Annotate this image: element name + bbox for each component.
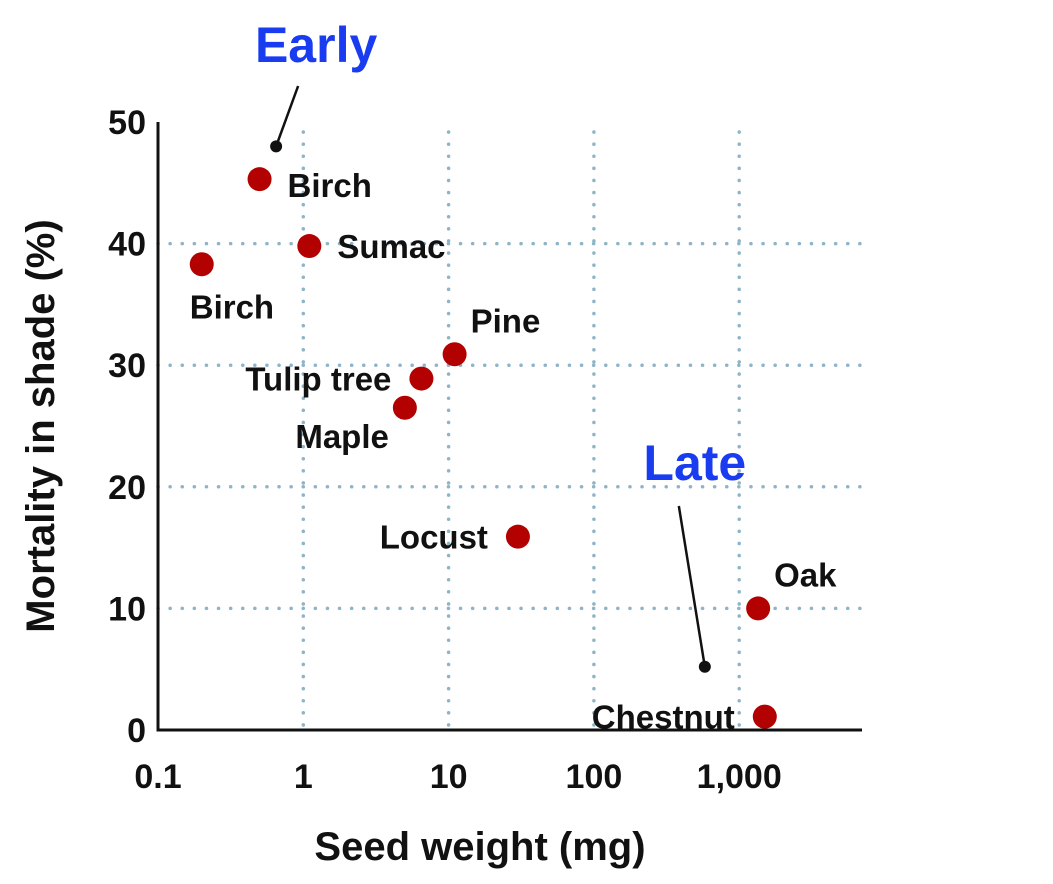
x-tick-label: 1,000 bbox=[697, 758, 782, 796]
point-label: Birch bbox=[190, 288, 274, 325]
data-point bbox=[442, 342, 467, 367]
point-label: Pine bbox=[471, 302, 541, 339]
x-tick-label: 1 bbox=[294, 758, 313, 796]
point-label: Maple bbox=[295, 418, 389, 455]
data-point bbox=[409, 366, 434, 391]
data-point bbox=[247, 167, 272, 192]
y-tick-label: 50 bbox=[108, 104, 146, 142]
y-tick-labels: 0 10 20 30 40 50 bbox=[108, 104, 146, 750]
data-point bbox=[392, 395, 417, 420]
x-tick-labels: 0.1 1 10 100 1,000 bbox=[134, 758, 781, 796]
y-tick-label: 40 bbox=[108, 226, 146, 264]
y-tick-label: 20 bbox=[108, 469, 146, 507]
gridlines bbox=[156, 130, 864, 732]
x-tick-label: 100 bbox=[566, 758, 623, 796]
annotation-label: Early bbox=[255, 17, 378, 73]
annotation-dot bbox=[270, 140, 283, 153]
y-tick-label: 10 bbox=[108, 590, 146, 628]
data-point bbox=[752, 704, 777, 729]
point-label: Birch bbox=[288, 167, 372, 204]
data-point bbox=[189, 252, 214, 277]
x-axis-title: Seed weight (mg) bbox=[314, 825, 645, 869]
data-point bbox=[297, 234, 322, 259]
point-label: Oak bbox=[774, 556, 837, 593]
x-tick-label: 0.1 bbox=[134, 758, 181, 796]
annotation-label: Late bbox=[643, 435, 746, 491]
y-tick-label: 30 bbox=[108, 347, 146, 385]
point-label: Tulip tree bbox=[245, 361, 391, 398]
y-axis-title: Mortality in shade (%) bbox=[19, 219, 63, 632]
data-points: Birch Birch Sumac Pine Tulip tree Maple Locust… bbox=[189, 167, 837, 736]
data-point bbox=[505, 524, 530, 549]
annotation-pointer bbox=[274, 85, 300, 147]
annotations: Early Late bbox=[255, 17, 746, 673]
point-label: Chestnut bbox=[592, 699, 735, 736]
annotation-dot bbox=[698, 660, 711, 673]
annotation-pointer bbox=[677, 505, 707, 667]
axes bbox=[156, 122, 862, 732]
data-point bbox=[746, 596, 771, 621]
point-label: Locust bbox=[380, 519, 488, 556]
point-label: Sumac bbox=[337, 228, 445, 265]
y-tick-label: 0 bbox=[127, 712, 146, 750]
x-tick-label: 10 bbox=[430, 758, 468, 796]
